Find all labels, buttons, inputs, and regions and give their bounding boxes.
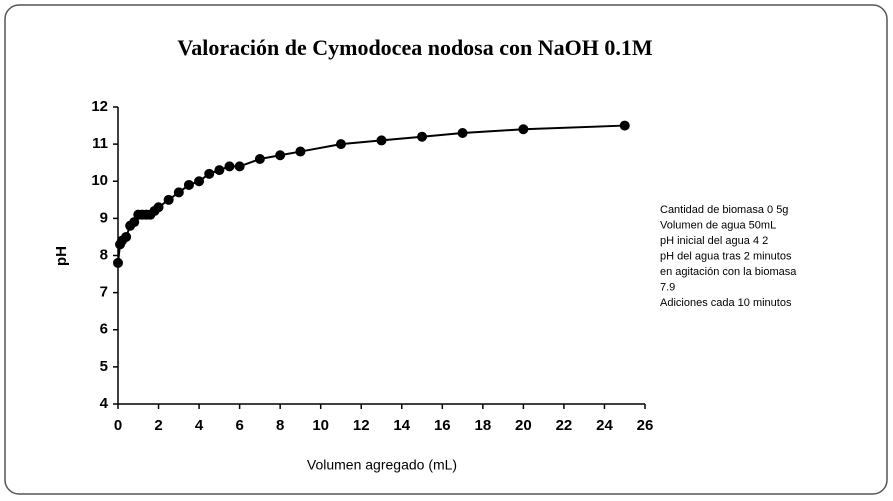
annotation-line: 7.9: [660, 281, 675, 293]
annotation-line: pH inicial del agua 4 2: [660, 235, 768, 247]
y-tick-label: 9: [100, 209, 108, 226]
x-tick-label: 16: [434, 417, 451, 434]
x-tick-label: 8: [276, 417, 284, 434]
data-point: [295, 146, 306, 157]
data-point: [518, 124, 529, 135]
data-point: [254, 153, 265, 164]
annotation-line: Cantidad de biomasa 0 5g: [660, 204, 788, 216]
data-point: [113, 257, 123, 268]
x-tick-label: 12: [353, 417, 370, 434]
data-point: [121, 231, 132, 242]
data-point: [376, 135, 387, 146]
data-point: [129, 217, 140, 228]
x-tick-label: 2: [154, 417, 162, 434]
x-axis-label: Volumen agregado (mL): [307, 457, 457, 473]
y-axis-label: pH: [53, 246, 70, 266]
annotation-line: pH del agua tras 2 minutos: [660, 250, 792, 262]
data-point: [224, 161, 235, 172]
y-tick-label: 7: [100, 284, 108, 301]
data-point: [214, 165, 225, 176]
x-tick-label: 4: [195, 417, 204, 434]
data-point: [335, 139, 346, 150]
data-point: [163, 194, 174, 205]
x-tick-label: 18: [475, 417, 492, 434]
annotation-line: Adiciones cada 10 minutos: [660, 297, 792, 309]
x-tick-label: 14: [393, 417, 410, 434]
data-point: [173, 187, 184, 198]
data-point: [194, 176, 205, 187]
data-point: [153, 202, 164, 213]
x-tick-label: 22: [556, 417, 573, 434]
y-tick-label: 12: [91, 98, 108, 115]
data-point: [619, 120, 630, 131]
y-tick-label: 8: [100, 246, 108, 263]
annotation-line: en agitación con la biomasa: [660, 266, 797, 278]
y-tick-label: 4: [100, 395, 109, 412]
x-tick-label: 24: [596, 417, 613, 434]
x-tick-label: 6: [235, 417, 243, 434]
data-point: [417, 131, 428, 142]
y-tick-label: 6: [100, 321, 108, 338]
annotation-line: Volumen de agua 50mL: [660, 219, 776, 231]
x-tick-label: 0: [114, 417, 122, 434]
x-tick-label: 26: [637, 417, 654, 434]
data-point: [204, 168, 215, 179]
data-point: [183, 179, 194, 190]
y-tick-label: 10: [91, 172, 108, 189]
y-tick-label: 11: [92, 135, 108, 152]
data-point: [275, 150, 286, 161]
x-tick-label: 20: [515, 417, 532, 434]
data-point: [234, 161, 245, 172]
chart-title: Valoración de Cymodocea nodosa con NaOH …: [177, 35, 652, 60]
chart-border: [4, 4, 888, 495]
x-tick-label: 10: [312, 417, 329, 434]
data-point: [457, 127, 468, 138]
y-tick-label: 5: [100, 358, 108, 375]
